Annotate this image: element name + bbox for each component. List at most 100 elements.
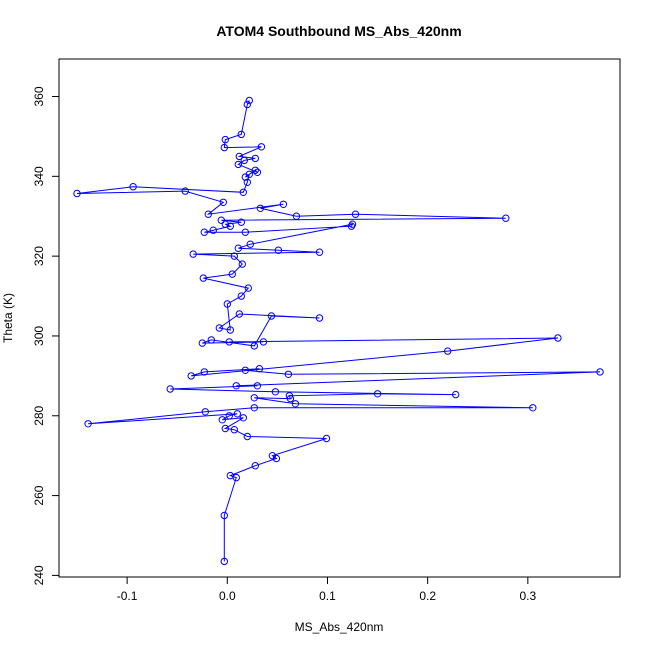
- data-point: [241, 228, 250, 236]
- data-point: [291, 400, 300, 408]
- data-point: [228, 270, 237, 278]
- data-point: [238, 260, 247, 268]
- data-point: [237, 218, 246, 226]
- data-point: [554, 334, 562, 342]
- data-point: [259, 338, 268, 346]
- data-point: [187, 372, 195, 380]
- data-point: [200, 368, 209, 376]
- data-point: [226, 222, 235, 230]
- data-point: [452, 390, 460, 399]
- data-point: [225, 338, 234, 346]
- data-point: [444, 347, 452, 355]
- data-point: [166, 385, 174, 393]
- data-point: [189, 250, 197, 258]
- data-point: [226, 326, 235, 334]
- data-point: [198, 339, 207, 347]
- x-tick-label: 0.2: [419, 589, 436, 603]
- data-point: [243, 100, 252, 109]
- data-point: [257, 143, 266, 151]
- data-point: [239, 188, 248, 197]
- data-point: [243, 432, 252, 441]
- data-point: [223, 300, 232, 308]
- data-point: [271, 388, 280, 396]
- data-point: [209, 226, 218, 234]
- x-tick-label: 0.3: [519, 589, 536, 603]
- data-point: [220, 143, 229, 152]
- y-tick-label: 360: [32, 86, 46, 106]
- y-tick-label: 240: [32, 565, 46, 585]
- data-point: [292, 212, 301, 220]
- data-point: [347, 222, 356, 230]
- data-point: [204, 210, 213, 218]
- data-point: [237, 130, 246, 139]
- data-point: [255, 365, 264, 373]
- chart-title: ATOM4 Southbound MS_Abs_420nm: [216, 23, 461, 39]
- data-point: [285, 392, 294, 400]
- y-tick-label: 340: [32, 166, 46, 186]
- data-point: [315, 248, 324, 256]
- data-point: [221, 424, 230, 433]
- y-tick-label: 320: [32, 246, 46, 266]
- series-layer: [73, 96, 604, 566]
- data-point: [235, 152, 244, 161]
- data-point: [199, 274, 208, 282]
- data-point: [596, 368, 604, 376]
- data-point: [373, 390, 382, 398]
- data-point: [279, 200, 288, 209]
- data-point: [129, 183, 137, 191]
- data-point: [221, 220, 230, 228]
- data-point: [226, 471, 235, 480]
- data-point: [73, 189, 81, 198]
- data-point: [246, 240, 255, 248]
- y-tick-label: 300: [32, 326, 46, 346]
- data-point: [251, 154, 260, 163]
- data-point: [284, 370, 293, 378]
- data-point: [218, 416, 227, 424]
- data-point: [244, 284, 253, 292]
- data-point: [529, 404, 537, 412]
- data-point: [253, 168, 262, 177]
- data-point: [237, 292, 246, 300]
- data-point: [243, 178, 252, 187]
- data-point: [250, 404, 259, 412]
- data-point: [84, 420, 92, 428]
- data-point: [234, 160, 243, 169]
- data-point: [268, 452, 277, 460]
- data-point: [207, 336, 216, 344]
- data-point: [253, 382, 262, 390]
- x-axis: -0.1 0.0 0.1 0.2 0.3: [117, 577, 536, 603]
- x-axis-label: MS_Abs_420nm: [295, 620, 384, 634]
- data-point: [220, 557, 229, 566]
- y-tick-label: 260: [32, 485, 46, 505]
- data-point: [322, 434, 331, 443]
- data-point: [215, 324, 224, 332]
- x-tick-label: -0.1: [117, 589, 138, 603]
- data-point: [240, 156, 249, 165]
- y-tick-label: 280: [32, 405, 46, 425]
- data-point: [251, 462, 260, 470]
- data-point: [230, 426, 239, 434]
- data-point: [274, 246, 283, 254]
- data-point: [221, 135, 230, 144]
- data-point: [181, 187, 189, 195]
- x-tick-label: 0.1: [319, 589, 336, 603]
- x-tick-label: 0.0: [219, 589, 236, 603]
- data-point: [502, 214, 510, 222]
- data-point: [230, 252, 239, 260]
- data-point: [200, 228, 209, 236]
- data-point: [267, 312, 276, 320]
- data-point: [241, 173, 250, 181]
- data-point: [233, 410, 242, 418]
- data-point: [234, 244, 243, 252]
- data-point: [217, 216, 226, 224]
- data-point: [235, 310, 244, 318]
- data-point: [239, 414, 248, 422]
- data-point: [256, 204, 265, 213]
- data-point: [315, 314, 324, 322]
- data-point: [250, 342, 259, 350]
- data-point: [241, 366, 250, 374]
- data-point: [219, 198, 228, 207]
- data-point: [250, 394, 259, 402]
